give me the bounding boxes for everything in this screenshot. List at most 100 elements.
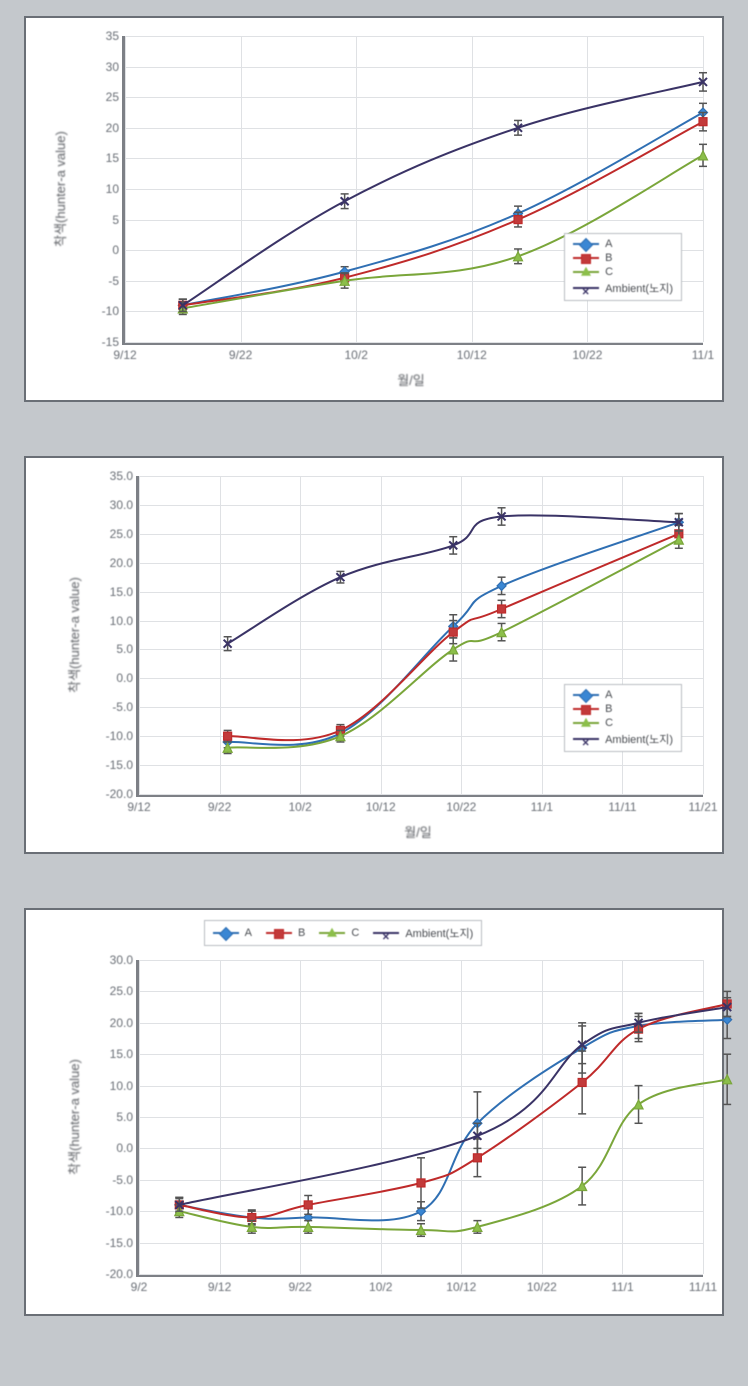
xtick-label: 9/22 [208, 794, 231, 814]
xtick-label: 9/12 [208, 1274, 231, 1294]
xtick-label: 10/22 [446, 794, 476, 814]
gridline-y [125, 342, 703, 343]
xtick-label: 10/2 [369, 1274, 392, 1294]
ytick-label: 5.0 [116, 642, 139, 656]
ytick-label: 0 [112, 243, 125, 257]
ytick-label: 5 [112, 213, 125, 227]
marker-B [699, 118, 707, 126]
marker-A [497, 581, 506, 590]
legend-label: Ambient(노지) [405, 925, 473, 941]
legend-label: C [605, 717, 613, 729]
y-axis-label: 착색(hunter-a value) [64, 577, 83, 693]
ytick-label: 30.0 [110, 498, 139, 512]
ytick-label: 0.0 [116, 671, 139, 685]
chart1-legend: ABC ×Ambient(노지) [564, 233, 682, 301]
xtick-label: 9/2 [131, 1274, 148, 1294]
legend-item-Ambient: ×Ambient(노지) [573, 280, 673, 296]
ytick-label: -15.0 [106, 1236, 139, 1250]
series-B [179, 1004, 727, 1218]
xtick-label: 10/2 [288, 794, 311, 814]
legend-item-Ambient: ×Ambient(노지) [373, 925, 473, 941]
marker-C [699, 151, 708, 160]
ytick-label: 15.0 [110, 585, 139, 599]
marker-B [304, 1201, 312, 1209]
legend-label: B [605, 252, 612, 264]
ytick-label: -5.0 [112, 700, 139, 714]
xtick-label: 11/11 [689, 1274, 717, 1294]
ytick-label: -10.0 [106, 1204, 139, 1218]
ytick-label: 25.0 [110, 527, 139, 541]
xtick-label: 10/22 [572, 342, 602, 362]
legend-item-B: B [573, 252, 673, 264]
chart3-plot-area: -20.0-15.0-10.0-5.00.05.010.015.020.025.… [136, 960, 703, 1277]
y-axis-label: 착색(hunter-a value) [50, 131, 69, 247]
chart2-legend: ABC×Ambient(노지) [564, 684, 682, 752]
marker-B [514, 216, 522, 224]
ytick-label: 10.0 [110, 1079, 139, 1093]
gridline-x [703, 960, 704, 1274]
ytick-label: -5.0 [112, 1173, 139, 1187]
chart3-legend: A B C ×Ambient(노지) [204, 920, 483, 946]
chart3-series-svg [139, 960, 703, 1274]
legend-label: C [605, 266, 613, 278]
legend-item-A: A [213, 925, 252, 941]
series-Ambient [179, 1007, 727, 1205]
ytick-label: 5.0 [116, 1110, 139, 1124]
gridline-x [703, 476, 704, 794]
ytick-label: 10 [106, 182, 125, 196]
xtick-label: 11/1 [531, 794, 553, 814]
ytick-label: 15.0 [110, 1047, 139, 1061]
marker-B [473, 1154, 481, 1162]
legend-label: Ambient(노지) [605, 280, 673, 296]
chart2-panel: -20.0-15.0-10.0-5.00.05.010.015.020.025.… [24, 456, 724, 854]
xtick-label: 10/22 [527, 1274, 557, 1294]
xtick-label: 11/21 [688, 794, 717, 814]
legend-label: B [605, 703, 612, 715]
legend-item-Ambient: ×Ambient(노지) [573, 731, 673, 747]
xtick-label: 11/1 [611, 1274, 633, 1294]
ytick-label: -15.0 [106, 758, 139, 772]
legend-item-A: A [573, 238, 673, 250]
xtick-label: 10/2 [345, 342, 368, 362]
ytick-label: 10.0 [110, 614, 139, 628]
ytick-label: 25.0 [110, 984, 139, 998]
xtick-label: 10/12 [457, 342, 487, 362]
marker-B [578, 1078, 586, 1086]
ytick-label: 0.0 [116, 1141, 139, 1155]
ytick-label: -5 [108, 274, 125, 288]
xtick-label: 10/12 [446, 1274, 476, 1294]
legend-item-C: C [573, 717, 673, 729]
legend-item-B: B [266, 925, 305, 941]
xtick-label: 11/1 [692, 342, 714, 362]
legend-label: C [351, 927, 359, 939]
xtick-label: 9/22 [288, 1274, 311, 1294]
legend-item-C: C [319, 925, 359, 941]
ytick-label: 15 [106, 151, 125, 165]
x-axis-label: 월/일 [397, 370, 425, 389]
legend-label: Ambient(노지) [605, 731, 673, 747]
ytick-label: 35 [106, 29, 125, 43]
ytick-label: 35.0 [110, 469, 139, 483]
legend-label: A [605, 238, 612, 250]
y-axis-label: 착색(hunter-a value) [64, 1059, 83, 1175]
legend-item-B: B [573, 703, 673, 715]
legend-label: B [298, 927, 305, 939]
ytick-label: -10.0 [106, 729, 139, 743]
ytick-label: -10 [102, 304, 125, 318]
marker-B [417, 1179, 425, 1187]
chart3-panel: -20.0-15.0-10.0-5.00.05.010.015.020.025.… [24, 908, 724, 1316]
ytick-label: 30.0 [110, 953, 139, 967]
ytick-label: 20.0 [110, 556, 139, 570]
ytick-label: 25 [106, 90, 125, 104]
ytick-label: 20.0 [110, 1016, 139, 1030]
xtick-label: 11/11 [608, 794, 636, 814]
xtick-label: 9/22 [229, 342, 252, 362]
series-A [179, 1020, 727, 1221]
ytick-label: 30 [106, 60, 125, 74]
ytick-label: 20 [106, 121, 125, 135]
marker-B [224, 732, 232, 740]
x-axis-label: 월/일 [404, 822, 432, 841]
marker-B [498, 605, 506, 613]
marker-B [449, 628, 457, 636]
xtick-label: 10/12 [366, 794, 396, 814]
